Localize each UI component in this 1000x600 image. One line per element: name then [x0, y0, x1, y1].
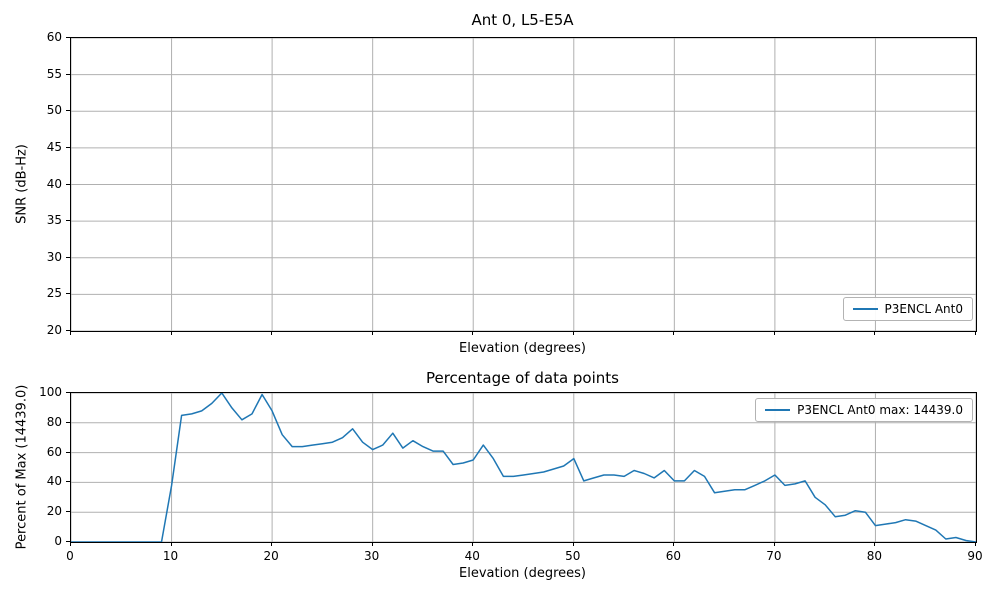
tick-mark — [874, 331, 876, 335]
tick-mark — [170, 331, 172, 335]
legend: P3ENCL Ant0 — [842, 297, 973, 321]
tick-label: 40 — [464, 549, 480, 563]
tick-label: 90 — [967, 549, 983, 563]
tick-mark — [472, 331, 474, 335]
tick-label: 25 — [46, 286, 62, 301]
tick-label: 60 — [665, 549, 681, 563]
tick-label: 0 — [66, 549, 74, 563]
tick-mark — [66, 392, 70, 393]
tick-label: 80 — [866, 549, 883, 563]
legend-line-swatch — [852, 308, 878, 310]
x-axis-label: Elevation (degrees) — [459, 341, 586, 356]
tick-mark — [773, 542, 775, 546]
tick-label: 20 — [46, 323, 62, 337]
tick-mark — [975, 542, 976, 546]
legend-label: P3ENCL Ant0 — [884, 302, 963, 316]
tick-mark — [66, 451, 70, 453]
tick-mark — [472, 542, 474, 546]
tick-mark — [874, 542, 876, 546]
tick-mark — [271, 331, 273, 335]
tick-mark — [371, 542, 373, 546]
tick-mark — [271, 542, 273, 546]
tick-mark — [673, 542, 675, 546]
tick-label: 70 — [766, 549, 782, 563]
tick-mark — [66, 256, 70, 258]
tick-mark — [572, 542, 574, 546]
plot-area — [70, 37, 977, 332]
percent-of-max-chart: Percentage of data points Percent of Max… — [0, 360, 1000, 600]
tick-mark — [371, 331, 373, 335]
tick-mark — [66, 511, 70, 513]
tick-mark — [66, 293, 70, 295]
tick-label: 30 — [46, 249, 62, 264]
tick-mark — [66, 110, 70, 112]
tick-label: 20 — [46, 504, 62, 519]
tick-mark — [66, 330, 70, 331]
data-series-line — [71, 393, 976, 542]
tick-mark — [66, 541, 70, 542]
tick-label: 20 — [263, 549, 279, 563]
x-axis-label: Elevation (degrees) — [459, 566, 586, 581]
tick-mark — [66, 421, 70, 423]
tick-label: 35 — [46, 213, 62, 228]
tick-mark — [975, 331, 976, 335]
tick-label: 50 — [46, 103, 62, 118]
legend-label: P3ENCL Ant0 max: 14439.0 — [797, 403, 963, 417]
tick-mark — [66, 73, 70, 75]
chart-title: Percentage of data points — [425, 369, 619, 387]
tick-mark — [66, 37, 70, 38]
tick-label: 80 — [46, 414, 62, 429]
snr-vs-elevation-chart: Ant 0, L5-E5A SNR (dB-Hz) Elevation (deg… — [15, 11, 977, 356]
tick-mark — [66, 220, 70, 222]
tick-label: 30 — [364, 549, 380, 563]
tick-label: 10 — [162, 549, 179, 563]
chart-title: Ant 0, L5-E5A — [471, 11, 574, 29]
tick-label: 45 — [46, 139, 62, 154]
y-axis-label: Percent of Max (14439.0) — [14, 384, 30, 550]
tick-mark — [70, 331, 71, 335]
tick-label: 60 — [46, 444, 62, 459]
tick-mark — [572, 331, 574, 335]
legend-line-swatch — [765, 409, 791, 411]
tick-label: 40 — [46, 176, 62, 191]
legend: P3ENCL Ant0 max: 14439.0 — [755, 398, 973, 422]
tick-mark — [66, 183, 70, 185]
tick-label: 40 — [46, 474, 62, 489]
tick-mark — [773, 331, 775, 335]
tick-mark — [70, 542, 71, 546]
tick-mark — [673, 331, 675, 335]
tick-mark — [66, 481, 70, 483]
tick-label: 0 — [54, 534, 62, 548]
tick-label: 100 — [39, 385, 62, 399]
tick-mark — [66, 146, 70, 148]
tick-mark — [170, 542, 172, 546]
tick-label: 55 — [46, 66, 62, 81]
tick-label: 50 — [565, 549, 581, 563]
tick-label: 60 — [46, 30, 62, 44]
